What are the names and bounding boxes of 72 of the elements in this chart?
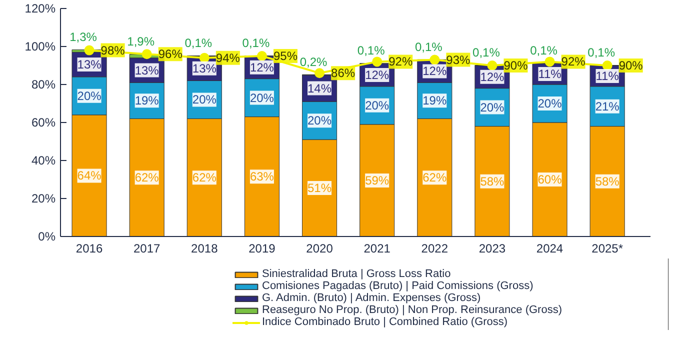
data-label: 1,3% xyxy=(70,30,98,44)
legend-label: Comisiones Pagadas (Bruto) | Paid Comissions (Gross) xyxy=(262,280,534,292)
data-label: 86% xyxy=(331,66,356,80)
data-label: 94% xyxy=(216,50,240,65)
data-label: 90% xyxy=(618,58,644,72)
data-label: 0,2% xyxy=(300,54,328,69)
data-label: 51% xyxy=(308,181,332,196)
data-label: 1,9% xyxy=(127,34,155,49)
x-tick-label: 2025* xyxy=(592,242,624,256)
data-label: 0,1% xyxy=(472,46,500,60)
data-label: 96% xyxy=(158,47,183,62)
data-label: 11% xyxy=(538,67,562,82)
data-label: 11% xyxy=(596,68,620,83)
data-label: 13% xyxy=(134,63,160,78)
data-label: 20% xyxy=(480,100,505,114)
x-tick-label: 2016 xyxy=(76,242,103,256)
legend-label: Reaseguro No Prop. (Bruto) | Non Prop. Reinsurance (Gross) xyxy=(262,304,562,316)
data-label: 59% xyxy=(365,173,390,188)
y-tick-label: 120% xyxy=(24,2,56,16)
data-label: 12% xyxy=(422,64,447,78)
data-label: 92% xyxy=(561,54,586,69)
data-label: 14% xyxy=(308,81,332,96)
data-label: 62% xyxy=(134,170,160,185)
data-label: 93% xyxy=(446,52,471,67)
data-label: 58% xyxy=(480,174,505,188)
y-tick-label: 60% xyxy=(31,116,56,130)
data-label: 20% xyxy=(308,114,332,128)
data-label: 20% xyxy=(365,98,390,112)
data-label: 0,1% xyxy=(530,44,558,58)
data-label: 95% xyxy=(273,49,298,63)
data-label: 12% xyxy=(365,68,390,82)
data-label: 58% xyxy=(595,174,620,188)
data-label: 12% xyxy=(250,60,274,74)
legend-label: Indice Combinado Bruto | Combined Ratio (Gross) xyxy=(262,316,508,328)
data-label: 0,1% xyxy=(414,40,443,54)
legend-label: G. Admin. (Bruto) | Admin. Expenses (Gross) xyxy=(262,292,481,304)
x-tick-label: 2021 xyxy=(364,242,391,256)
x-tick-label: 2020 xyxy=(306,242,334,256)
data-label: 20% xyxy=(192,92,217,107)
data-label: 20% xyxy=(538,96,562,110)
data-label: 90% xyxy=(504,58,528,72)
data-label: 20% xyxy=(250,90,274,105)
y-tick-label: 20% xyxy=(31,192,56,206)
x-tick-label: 2023 xyxy=(478,242,506,256)
data-label: 21% xyxy=(595,99,620,114)
y-tick-label: 0% xyxy=(38,230,56,244)
data-label: 13% xyxy=(77,58,102,72)
x-tick-label: 2022 xyxy=(421,242,448,256)
x-tick-label: 2019 xyxy=(248,242,276,256)
y-tick-label: 100% xyxy=(24,40,56,54)
data-label: 92% xyxy=(388,54,413,69)
data-label: 64% xyxy=(77,168,102,183)
x-tick-label: 2017 xyxy=(133,242,161,256)
y-tick-label: 40% xyxy=(31,154,56,168)
x-tick-label: 2018 xyxy=(191,242,218,256)
data-label: 19% xyxy=(422,94,447,108)
data-label: 0,1% xyxy=(588,46,616,60)
data-label: 98% xyxy=(100,43,126,58)
data-label: 20% xyxy=(77,88,102,103)
data-label: 13% xyxy=(192,61,217,76)
data-label: 19% xyxy=(134,94,160,108)
data-label: 0,1% xyxy=(184,36,212,50)
legend-label: Siniestralidad Bruta | Gross Loss Ratio xyxy=(262,268,451,280)
data-label: 60% xyxy=(538,172,562,186)
data-label: 0,1% xyxy=(242,36,270,50)
data-label: 62% xyxy=(422,170,447,185)
x-tick-label: 2024 xyxy=(536,242,564,256)
data-label: 62% xyxy=(192,170,217,185)
y-tick-label: 80% xyxy=(31,78,56,92)
data-label: 63% xyxy=(250,170,274,184)
data-label: 12% xyxy=(480,70,505,84)
data-label: 0,1% xyxy=(357,44,386,58)
